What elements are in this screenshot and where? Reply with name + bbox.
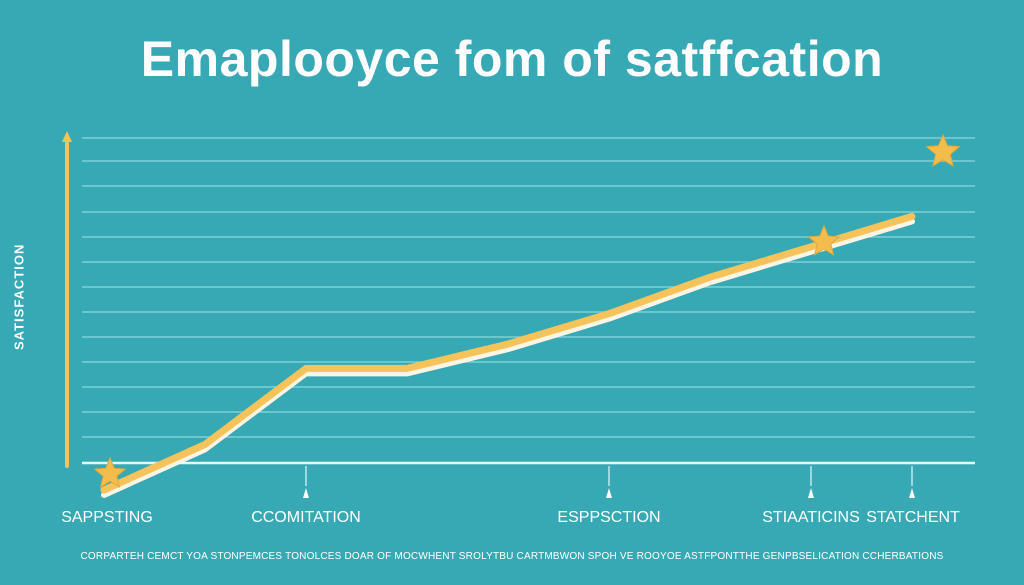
star-icon (93, 456, 127, 488)
series-line-shadow (101, 218, 915, 498)
x-tick-marker (909, 488, 915, 498)
x-tick-marker (808, 488, 814, 498)
chart-title: Emaplooyce fom of satffcation (140, 31, 884, 87)
x-ticks (303, 466, 915, 498)
x-tick-marker (606, 488, 612, 498)
series-line (100, 212, 916, 498)
gridlines (82, 137, 975, 465)
x-tick-label: SAPPSTING (61, 509, 153, 526)
y-axis-arrowhead (62, 131, 72, 142)
star-icon (925, 133, 961, 167)
x-tick-label: CCOMITATION (251, 509, 361, 526)
y-axis (62, 131, 72, 468)
x-tick-marker (303, 488, 309, 498)
x-tick-label: STIAATICINS (762, 509, 860, 526)
star-icon (807, 224, 841, 256)
x-tick-label: STATCHENT (866, 509, 960, 526)
x-tick-label: ESPPSCTION (557, 509, 661, 526)
footnote: CORPARTEH CEMCT YOA STONPEMCES TONOLCES … (80, 551, 944, 562)
series-line-path (100, 212, 916, 494)
star-markers (93, 133, 961, 488)
